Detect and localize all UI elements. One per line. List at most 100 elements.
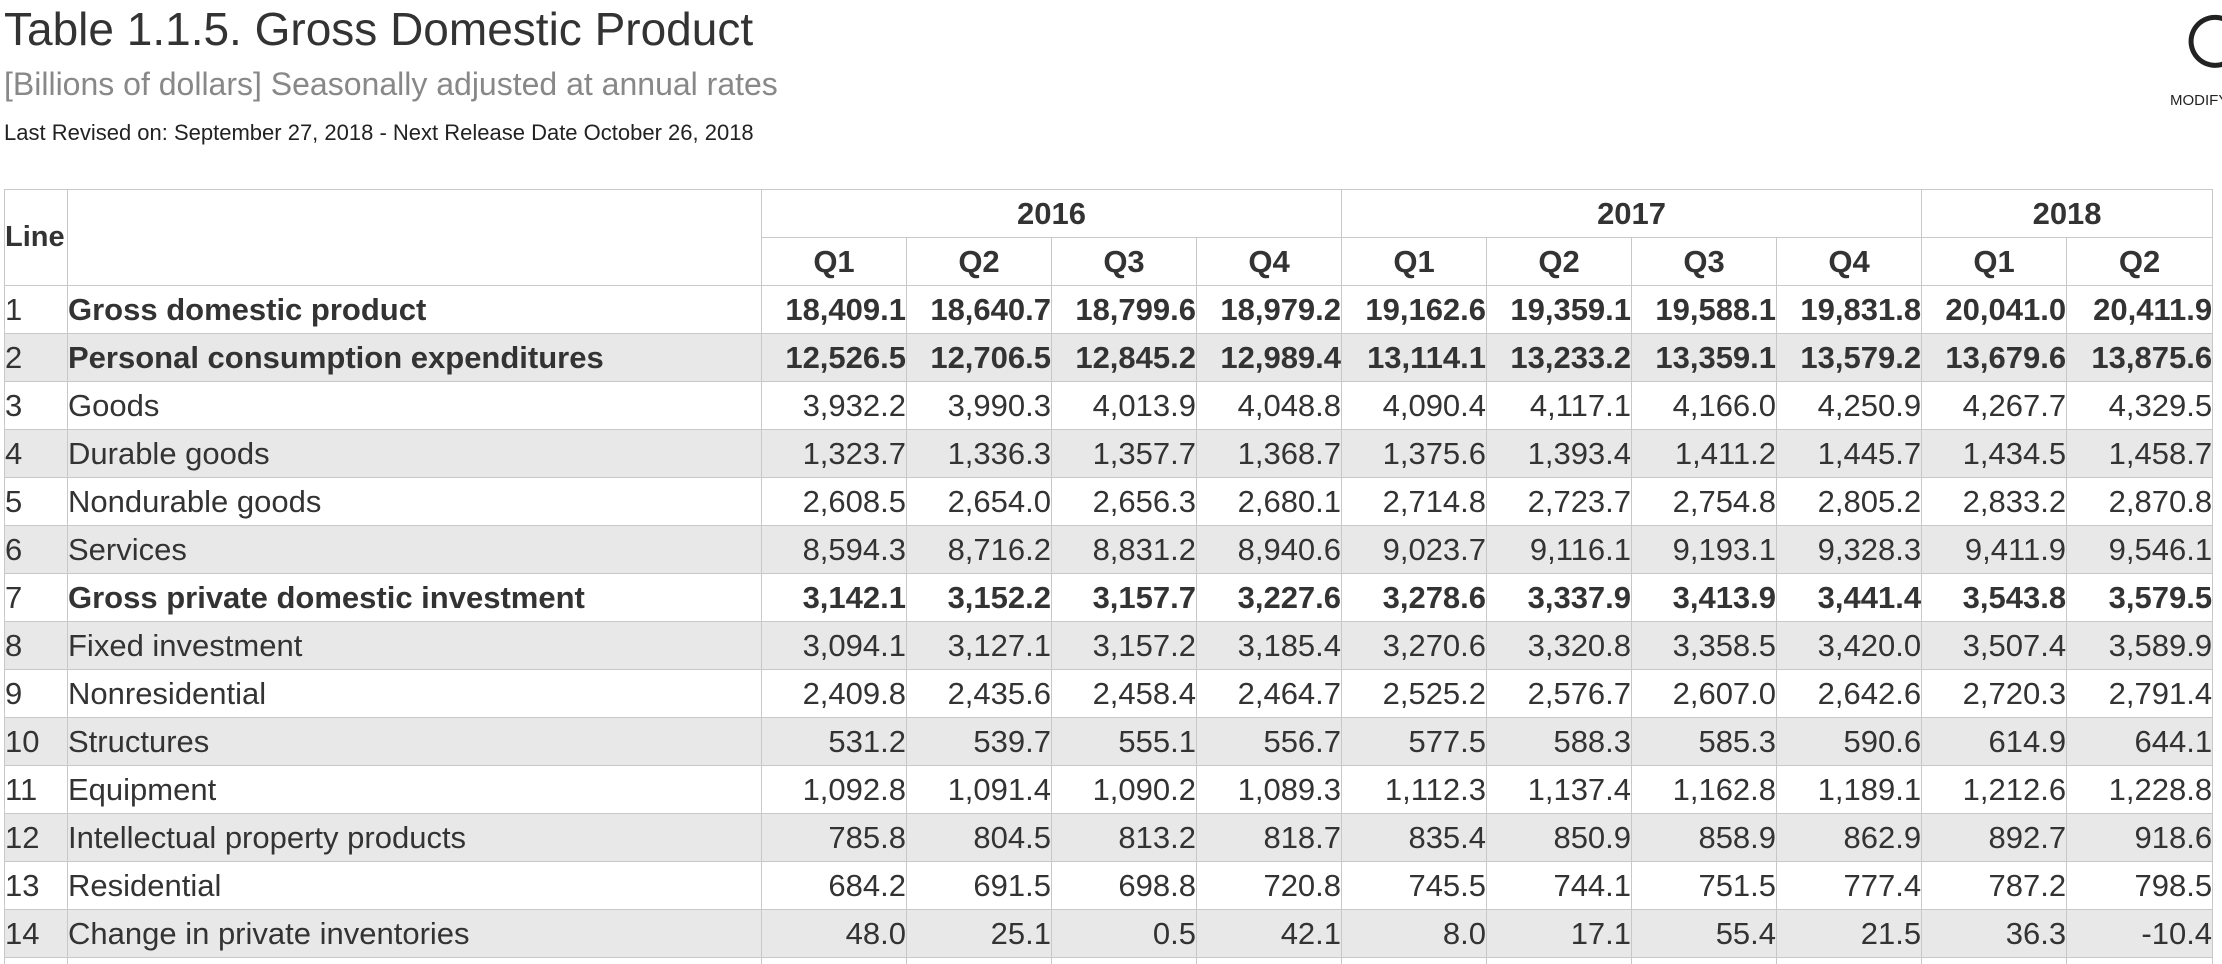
value-cell: 858.9 (1631, 813, 1778, 862)
row-label: Structures (67, 717, 762, 766)
value-cell: 9,546.1 (2066, 525, 2214, 574)
value-cell: 4,267.7 (1921, 381, 2068, 430)
value-cell: 2,525.2 (1341, 669, 1488, 718)
value-cell: 745.5 (1341, 861, 1488, 910)
value-cell: 862.9 (1776, 813, 1923, 862)
value-cell: 1,458.7 (2066, 429, 2214, 478)
value-cell: 1,393.4 (1486, 429, 1633, 478)
value-cell: -527.8 (1051, 957, 1197, 964)
value-cell: 614.9 (1921, 717, 2068, 766)
line-number: 10 (4, 717, 68, 766)
quarter-header: Q1 (1341, 237, 1488, 286)
value-cell: -561.6 (906, 957, 1052, 964)
quarter-header: Q2 (2066, 237, 2214, 286)
table-row: 10 Structures 531.2 539.7 555.1 556.7 577.5 588… (4, 717, 2214, 766)
row-label: Gross private domestic investment (67, 573, 762, 622)
row-label: Intellectual property products (67, 813, 762, 862)
value-cell: -610.2 (1776, 957, 1923, 964)
row-label: Net exports of goods and services (67, 957, 762, 964)
value-cell: 2,805.2 (1776, 477, 1923, 526)
value-cell: 4,013.9 (1051, 381, 1197, 430)
row-label: Goods (67, 381, 762, 430)
gdp-table-container[interactable]: Line 2016 2017 2018 Q1 Q2 Q3 Q4 Q1 Q2 Q3 Q4 Q1 Q2 1… (4, 189, 2222, 964)
quarter-header: Q3 (1631, 237, 1778, 286)
value-cell: 4,166.0 (1631, 381, 1778, 430)
value-cell: 4,250.9 (1776, 381, 1923, 430)
value-cell: 698.8 (1051, 861, 1197, 910)
value-cell: 19,831.8 (1776, 285, 1923, 334)
row-label: Personal consumption expenditures (67, 333, 762, 382)
value-cell: 1,137.4 (1486, 765, 1633, 814)
value-cell: -593.0 (1486, 957, 1633, 964)
value-cell: 9,023.7 (1341, 525, 1488, 574)
value-cell: 13,233.2 (1486, 333, 1633, 382)
value-cell: -585.9 (2066, 957, 2214, 964)
table-row: 6 Services 8,594.3 8,716.2 8,831.2 8,940.6 9,0… (4, 525, 2214, 574)
value-cell: 813.2 (1051, 813, 1197, 862)
value-cell: 555.1 (1051, 717, 1197, 766)
value-cell: 1,212.6 (1921, 765, 2068, 814)
modify-label: MODIFY (2170, 92, 2222, 109)
value-cell: 3,932.2 (761, 381, 907, 430)
value-cell: 3,337.9 (1486, 573, 1633, 622)
value-cell: 1,112.3 (1341, 765, 1488, 814)
value-cell: 2,656.3 (1051, 477, 1197, 526)
value-cell: 2,642.6 (1776, 669, 1923, 718)
value-cell: 9,193.1 (1631, 525, 1778, 574)
refresh-icon[interactable] (2180, 4, 2222, 74)
value-cell: 531.2 (761, 717, 907, 766)
value-cell: 36.3 (1921, 909, 2068, 958)
table-row: 7 Gross private domestic investment 3,142.… (4, 573, 2214, 622)
value-cell: 3,185.4 (1195, 621, 1343, 670)
value-cell: 798.5 (2066, 861, 2214, 910)
value-cell: 17.1 (1486, 909, 1633, 958)
value-cell: -574.7 (1631, 957, 1778, 964)
value-cell: 644.1 (2066, 717, 2214, 766)
line-number: 3 (4, 381, 68, 430)
value-cell: 55.4 (1631, 909, 1778, 958)
value-cell: 785.8 (761, 813, 907, 862)
value-cell: 8,831.2 (1051, 525, 1197, 574)
value-cell: 2,576.7 (1486, 669, 1633, 718)
value-cell: 1,411.2 (1631, 429, 1778, 478)
value-cell: 1,375.6 (1341, 429, 1488, 478)
value-cell: 8,940.6 (1195, 525, 1343, 574)
quarter-header: Q2 (906, 237, 1052, 286)
value-cell: 3,358.5 (1631, 621, 1778, 670)
value-cell: 585.3 (1631, 717, 1778, 766)
quarter-header: Q1 (761, 237, 907, 286)
value-cell: 9,328.3 (1776, 525, 1923, 574)
value-cell: 539.7 (906, 717, 1052, 766)
value-cell: 18,799.6 (1051, 285, 1197, 334)
value-cell: 3,420.0 (1776, 621, 1923, 670)
value-cell: 12,989.4 (1195, 333, 1343, 382)
table-row: 8 Fixed investment 3,094.1 3,127.1 3,157.2 3,… (4, 621, 2214, 670)
value-cell: 20,411.9 (2066, 285, 2214, 334)
value-cell: 8.0 (1341, 909, 1488, 958)
value-cell: 3,094.1 (761, 621, 907, 670)
quarter-header: Q4 (1195, 237, 1343, 286)
modify-button[interactable]: MODIFY (2160, 0, 2222, 115)
value-cell: 1,228.8 (2066, 765, 2214, 814)
value-cell: 4,048.8 (1195, 381, 1343, 430)
value-cell: 9,411.9 (1921, 525, 2068, 574)
value-cell: 590.6 (1776, 717, 1923, 766)
value-cell: 835.4 (1341, 813, 1488, 862)
table-row: 4 Durable goods 1,323.7 1,336.3 1,357.7 1,368… (4, 429, 2214, 478)
row-label: Services (67, 525, 762, 574)
value-cell: 2,720.3 (1921, 669, 2068, 718)
value-cell: 804.5 (906, 813, 1052, 862)
value-cell: 2,714.8 (1341, 477, 1488, 526)
value-cell: 13,359.1 (1631, 333, 1778, 382)
value-cell: -10.4 (2066, 909, 2214, 958)
line-column-header: Line (4, 189, 68, 286)
value-cell: 1,336.3 (906, 429, 1052, 478)
value-cell: 3,320.8 (1486, 621, 1633, 670)
value-cell: 1,089.3 (1195, 765, 1343, 814)
row-label: Gross domestic product (67, 285, 762, 334)
line-number: 14 (4, 909, 68, 958)
value-cell: 3,142.1 (761, 573, 907, 622)
value-cell: 0.5 (1051, 909, 1197, 958)
value-cell: 1,368.7 (1195, 429, 1343, 478)
value-cell: 1,357.7 (1051, 429, 1197, 478)
